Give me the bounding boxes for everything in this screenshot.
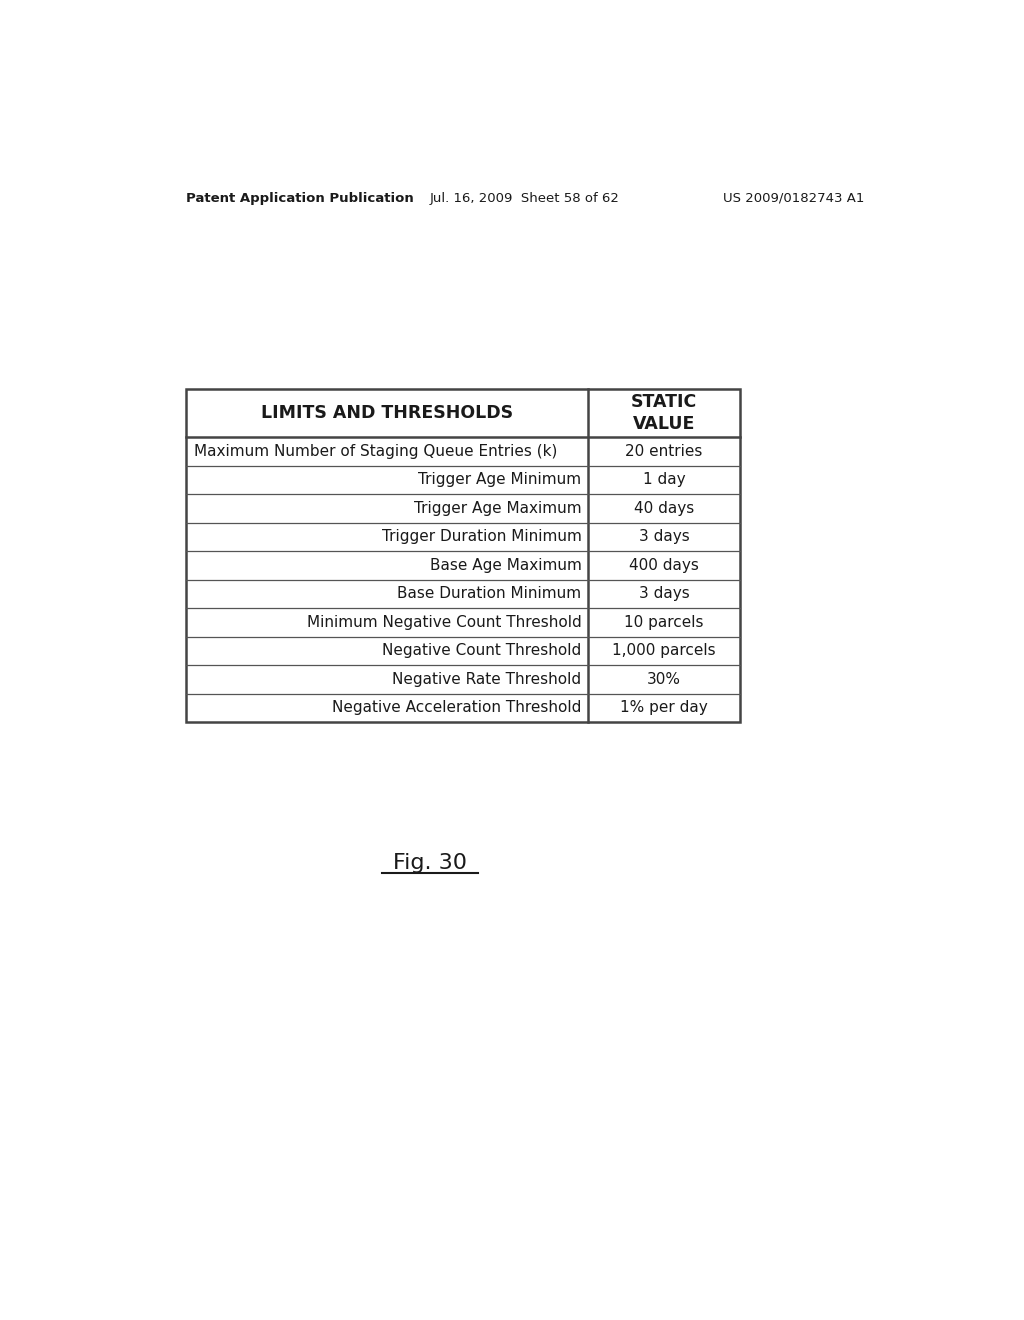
Text: US 2009/0182743 A1: US 2009/0182743 A1 (723, 191, 864, 205)
Text: Base Age Maximum: Base Age Maximum (429, 558, 582, 573)
Text: Patent Application Publication: Patent Application Publication (186, 191, 414, 205)
Text: 3 days: 3 days (639, 529, 689, 544)
Text: Negative Acceleration Threshold: Negative Acceleration Threshold (332, 701, 582, 715)
Text: Maximum Number of Staging Queue Entries (k): Maximum Number of Staging Queue Entries … (194, 444, 557, 459)
Text: 1 day: 1 day (643, 473, 685, 487)
Text: 20 entries: 20 entries (626, 444, 702, 459)
Text: 1,000 parcels: 1,000 parcels (612, 643, 716, 659)
Bar (186, 389, 740, 722)
Text: Fig. 30: Fig. 30 (393, 853, 467, 873)
Text: Trigger Age Minimum: Trigger Age Minimum (418, 473, 582, 487)
Text: Trigger Duration Minimum: Trigger Duration Minimum (382, 529, 582, 544)
Text: 400 days: 400 days (629, 558, 698, 573)
Text: Base Duration Minimum: Base Duration Minimum (397, 586, 582, 602)
Text: Negative Rate Threshold: Negative Rate Threshold (392, 672, 582, 686)
Text: 3 days: 3 days (639, 586, 689, 602)
Text: LIMITS AND THRESHOLDS: LIMITS AND THRESHOLDS (261, 404, 513, 422)
Text: Negative Count Threshold: Negative Count Threshold (382, 643, 582, 659)
Text: Jul. 16, 2009  Sheet 58 of 62: Jul. 16, 2009 Sheet 58 of 62 (430, 191, 620, 205)
Text: Minimum Negative Count Threshold: Minimum Negative Count Threshold (306, 615, 582, 630)
Text: STATIC
VALUE: STATIC VALUE (631, 393, 697, 433)
Text: 40 days: 40 days (634, 500, 694, 516)
Text: 30%: 30% (647, 672, 681, 686)
Text: Trigger Age Maximum: Trigger Age Maximum (414, 500, 582, 516)
Text: 1% per day: 1% per day (621, 701, 708, 715)
Text: 10 parcels: 10 parcels (625, 615, 703, 630)
